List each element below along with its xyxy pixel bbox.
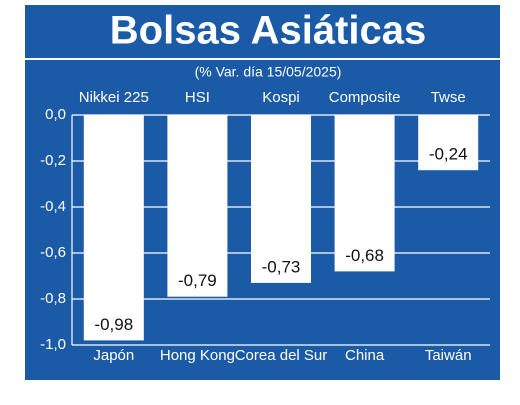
y-tick-label: 0,0 bbox=[45, 106, 66, 123]
bar bbox=[418, 115, 479, 171]
x-tick-label: China bbox=[345, 347, 385, 364]
value-label: -0,68 bbox=[345, 246, 384, 265]
bar bbox=[83, 115, 144, 341]
x-tick-label: Hong Kong bbox=[160, 347, 235, 364]
y-tick-label: -0,2 bbox=[40, 152, 66, 169]
y-tick-label: -0,8 bbox=[40, 290, 66, 307]
value-label: -0,79 bbox=[178, 271, 217, 290]
chart-subtitle: (% Var. día 15/05/2025) bbox=[195, 64, 342, 80]
y-tick-label: -0,6 bbox=[40, 244, 66, 261]
index-label: Twse bbox=[431, 89, 466, 106]
value-label: -0,73 bbox=[262, 257, 301, 276]
value-label: -0,24 bbox=[429, 145, 468, 164]
x-tick-label: Corea del Sur bbox=[235, 347, 328, 364]
x-tick-label: Taiwán bbox=[425, 347, 472, 364]
y-tick-label: -1,0 bbox=[40, 336, 66, 353]
y-tick-label: -0,4 bbox=[40, 198, 66, 215]
index-label: HSI bbox=[185, 89, 210, 106]
x-tick-label: Japón bbox=[93, 347, 134, 364]
index-label: Composite bbox=[329, 89, 401, 106]
bar bbox=[167, 115, 228, 297]
chart-title: Bolsas Asiáticas bbox=[110, 9, 426, 53]
bar bbox=[334, 115, 395, 272]
index-label: Kospi bbox=[262, 89, 300, 106]
bar bbox=[251, 115, 311, 283]
index-label: Nikkei 225 bbox=[79, 89, 149, 106]
value-label: -0,98 bbox=[94, 315, 133, 334]
